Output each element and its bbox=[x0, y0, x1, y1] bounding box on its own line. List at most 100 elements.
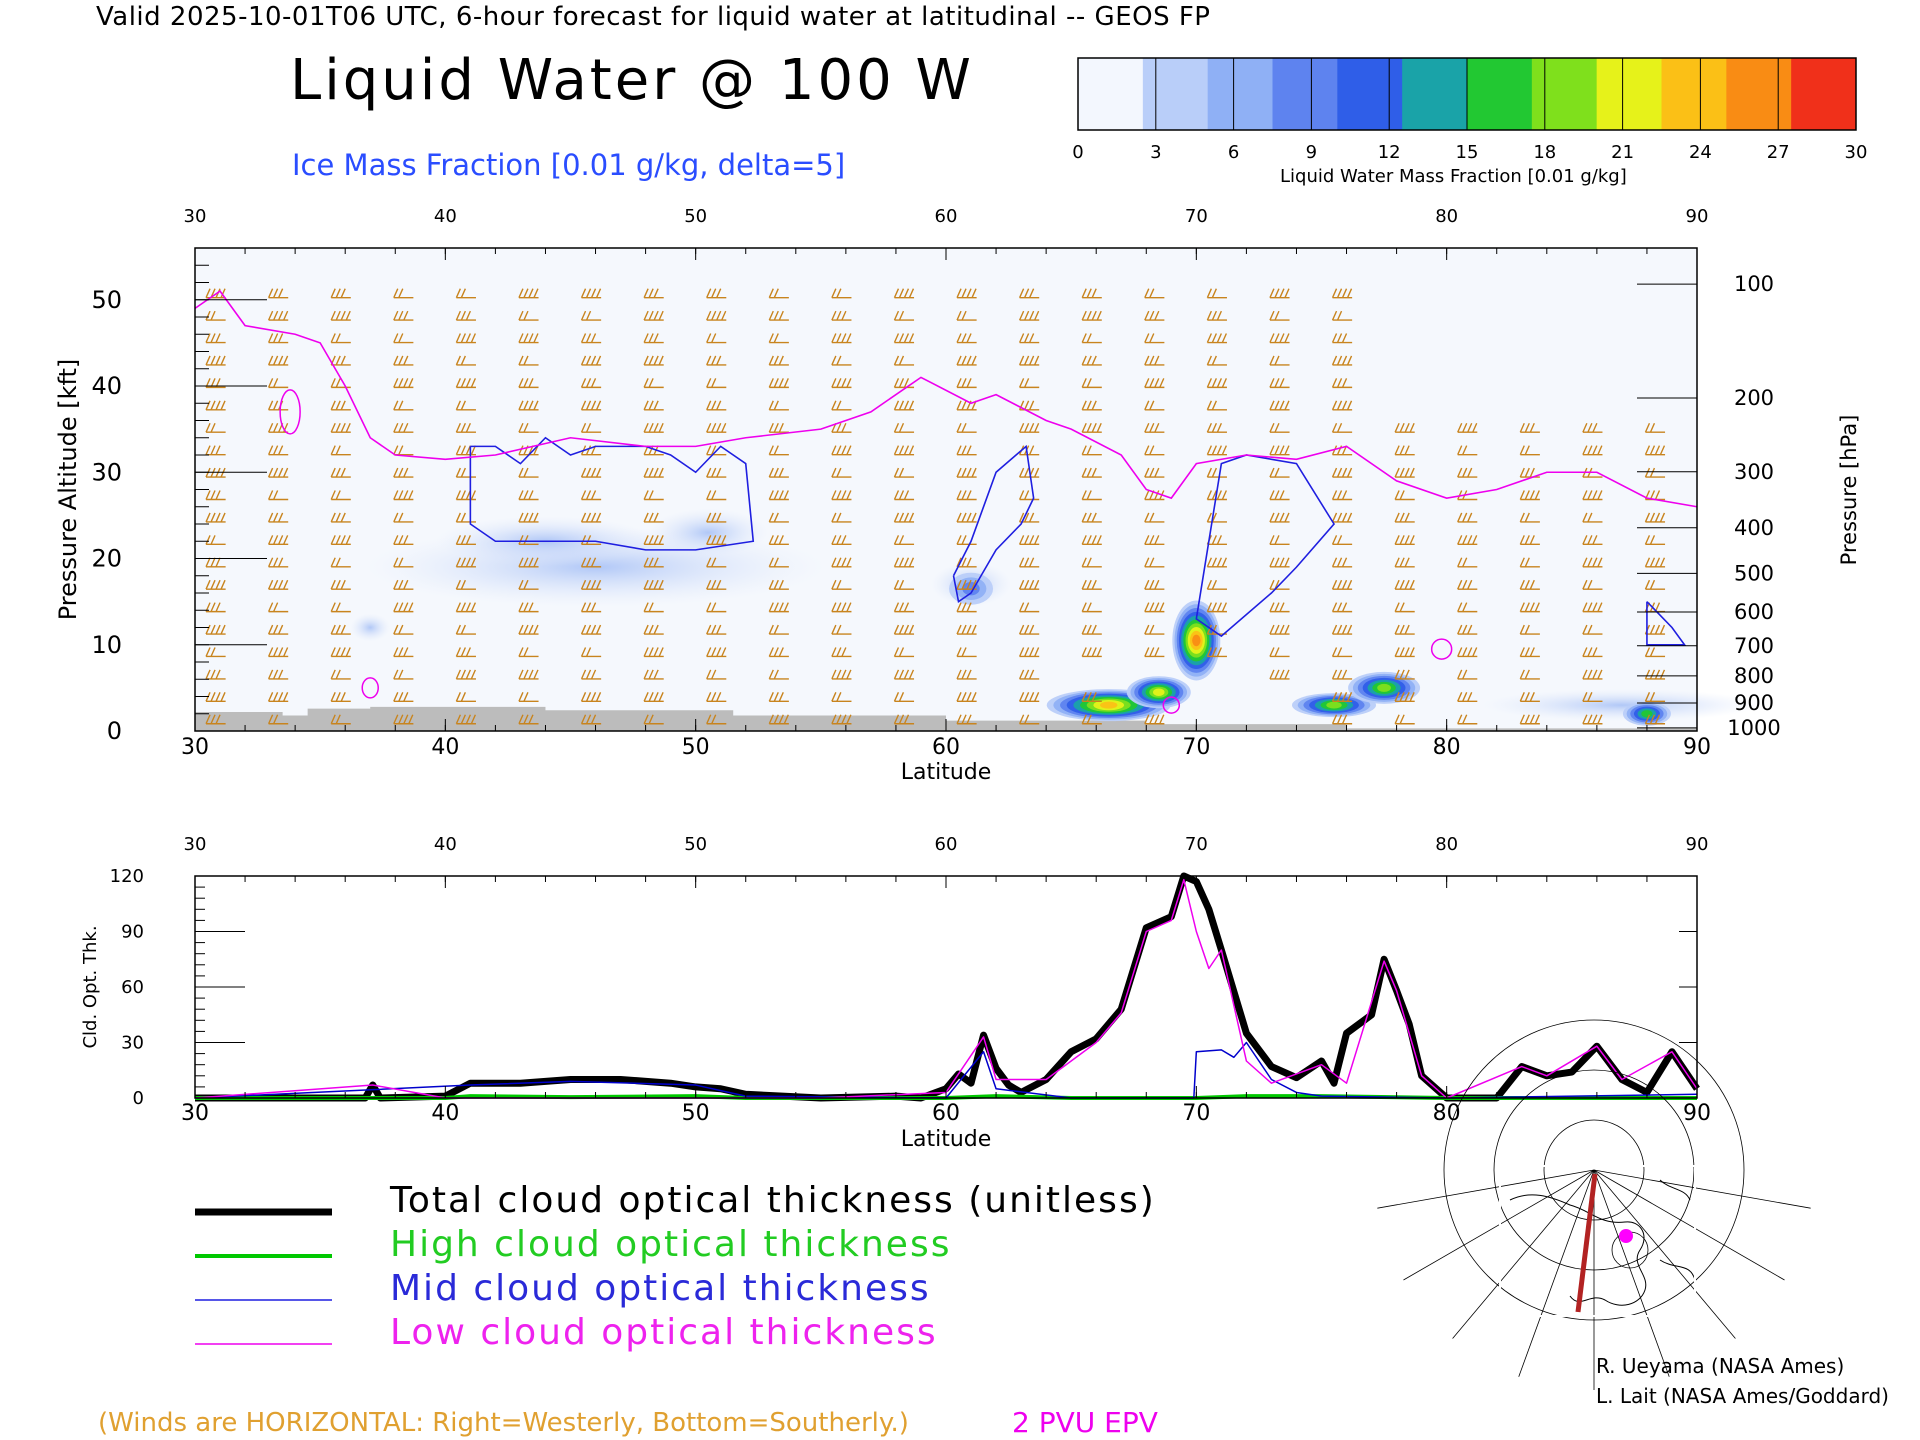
cross-section-panel: 3030404050506060707080809090010203040501… bbox=[54, 206, 1861, 785]
wind-barb bbox=[893, 557, 915, 568]
y-tick-label: 120 bbox=[110, 866, 144, 887]
plot-background bbox=[195, 876, 1697, 1098]
wind-barb bbox=[1081, 490, 1102, 501]
wind-barb bbox=[831, 310, 852, 321]
wind-barb bbox=[267, 490, 289, 501]
wind-barb bbox=[956, 714, 977, 725]
wind-barb bbox=[1269, 512, 1290, 523]
wind-barb bbox=[1081, 467, 1102, 478]
wind-barb bbox=[1081, 333, 1102, 344]
wind-barb bbox=[1644, 445, 1666, 456]
wind-barb bbox=[1144, 333, 1165, 344]
wind-barb bbox=[956, 467, 977, 478]
y-axis-label: Cld. Opt. Thk. bbox=[80, 925, 101, 1048]
pressure-tick-label: 1000 bbox=[1727, 716, 1780, 740]
wind-barb bbox=[455, 355, 476, 366]
wind-barb bbox=[1394, 669, 1415, 680]
wind-barb bbox=[1018, 714, 1040, 725]
map-meridian bbox=[1593, 1169, 1811, 1209]
wind-barb bbox=[1206, 647, 1227, 658]
wind-barb bbox=[768, 624, 789, 635]
wind-barb bbox=[1144, 445, 1165, 456]
wind-barb bbox=[706, 310, 727, 321]
wind-barb bbox=[831, 512, 852, 523]
wind-barb bbox=[1144, 490, 1165, 501]
wind-barb bbox=[1519, 490, 1540, 501]
wind-barb bbox=[643, 512, 664, 523]
wind-barb bbox=[956, 310, 977, 321]
series-line-1 bbox=[195, 1094, 1697, 1100]
wind-barb bbox=[706, 467, 727, 478]
wind-barb bbox=[831, 333, 852, 344]
x-tick-label-top: 30 bbox=[184, 834, 207, 855]
wind-barb bbox=[580, 557, 602, 568]
x-tick-label: 90 bbox=[1683, 1101, 1711, 1126]
wind-barb bbox=[893, 714, 915, 725]
wind-barb bbox=[518, 355, 539, 366]
wind-barb bbox=[205, 355, 226, 366]
pressure-tick-label: 600 bbox=[1734, 600, 1774, 624]
wind-barb bbox=[831, 669, 852, 680]
wind-barb bbox=[1331, 579, 1353, 590]
colorbar-swatch bbox=[1531, 58, 1598, 130]
wind-barb bbox=[1144, 512, 1165, 523]
wind-barb bbox=[1457, 692, 1478, 703]
wind-barb bbox=[768, 288, 789, 299]
pressure-tick-label: 500 bbox=[1734, 561, 1774, 585]
wind-barb bbox=[580, 692, 602, 703]
wind-barb bbox=[330, 355, 351, 366]
wind-barb bbox=[205, 714, 226, 725]
wind-barb bbox=[893, 579, 915, 590]
wind-barb bbox=[1018, 602, 1040, 613]
wind-barb bbox=[267, 445, 289, 456]
wind-barb bbox=[956, 333, 977, 344]
subtitle: Ice Mass Fraction [0.01 g/kg, delta=5] bbox=[292, 148, 846, 182]
wind-barb bbox=[956, 378, 977, 389]
wind-barb bbox=[956, 288, 977, 299]
wind-barb bbox=[1519, 422, 1540, 433]
wind-barb bbox=[1331, 333, 1353, 344]
wind-barb bbox=[1644, 714, 1666, 725]
colorbar-swatch bbox=[1337, 58, 1403, 130]
wind-barb bbox=[1519, 579, 1540, 590]
x-tick-label: 40 bbox=[431, 1101, 459, 1126]
wind-barb bbox=[393, 714, 414, 725]
map-meridian bbox=[1452, 1169, 1595, 1339]
colorbar-swatch bbox=[1142, 58, 1209, 130]
wind-barb bbox=[706, 512, 727, 523]
wind-barb bbox=[1018, 400, 1040, 411]
wind-barb bbox=[393, 579, 414, 590]
x-tick-label-top: 50 bbox=[684, 206, 707, 227]
wind-barb bbox=[1081, 378, 1102, 389]
wind-barb bbox=[1457, 422, 1478, 433]
wind-barb bbox=[455, 490, 477, 501]
wind-barb bbox=[1206, 422, 1227, 433]
wind-barb bbox=[893, 647, 915, 658]
wind-barb bbox=[831, 647, 852, 658]
y-tick-label: 30 bbox=[121, 1033, 144, 1054]
colorbar-tick-label: 6 bbox=[1228, 142, 1239, 163]
pressure-tick-label: 400 bbox=[1734, 516, 1774, 540]
wind-barb bbox=[267, 378, 289, 389]
wind-barb bbox=[956, 355, 977, 366]
wind-barb bbox=[1269, 647, 1290, 658]
wind-barb bbox=[580, 624, 602, 635]
wind-barb bbox=[1644, 669, 1666, 680]
wind-barb bbox=[643, 579, 664, 590]
wind-barb bbox=[580, 669, 602, 680]
colorbar-tick-label: 0 bbox=[1072, 142, 1083, 163]
wind-barb bbox=[455, 422, 476, 433]
y-tick-label: 50 bbox=[91, 286, 122, 314]
colorbar-swatch bbox=[1272, 58, 1338, 130]
wind-barb bbox=[1644, 692, 1666, 703]
wind-barb bbox=[1644, 467, 1666, 478]
wind-barb bbox=[893, 467, 915, 478]
pressure-tick-label: 700 bbox=[1734, 634, 1774, 658]
wind-barb bbox=[768, 310, 789, 321]
wind-barb bbox=[1331, 692, 1353, 703]
map-parallel bbox=[1443, 1019, 1745, 1321]
wind-barb bbox=[1394, 557, 1415, 568]
map-background bbox=[1500, 1166, 1695, 1316]
y-tick-label: 90 bbox=[121, 922, 144, 943]
